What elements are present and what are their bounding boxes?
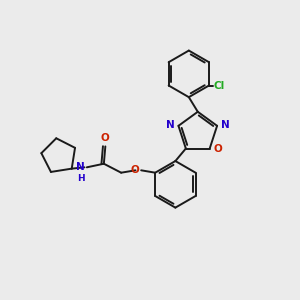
Text: N: N <box>221 120 230 130</box>
Text: O: O <box>131 165 140 175</box>
Text: N: N <box>166 120 175 130</box>
Text: Cl: Cl <box>214 80 225 91</box>
Text: N: N <box>76 162 85 172</box>
Text: O: O <box>214 143 222 154</box>
Text: O: O <box>101 133 110 143</box>
Text: H: H <box>77 174 85 183</box>
